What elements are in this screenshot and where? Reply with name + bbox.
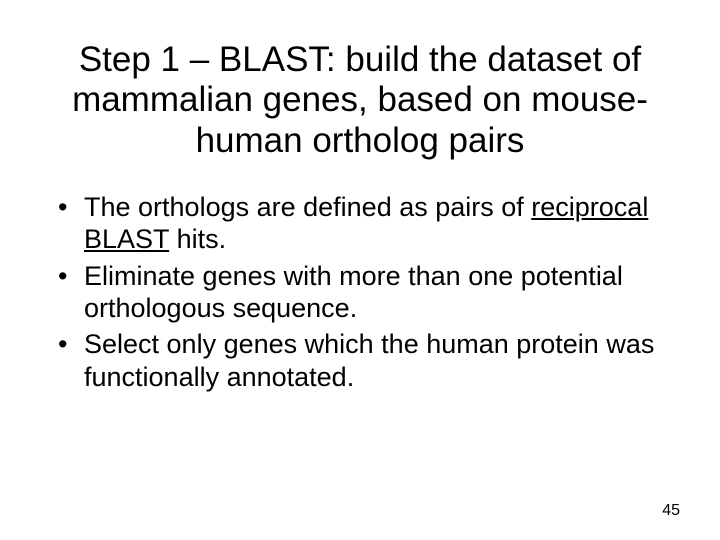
bullet-text-pre: Eliminate genes with more than one poten… xyxy=(84,261,623,323)
bullet-list: The orthologs are defined as pairs of re… xyxy=(50,191,670,393)
slide: Step 1 – BLAST: build the dataset of mam… xyxy=(0,0,720,540)
page-number: 45 xyxy=(662,502,680,520)
list-item: Eliminate genes with more than one poten… xyxy=(58,260,670,325)
bullet-text-post: hits. xyxy=(169,224,226,254)
bullet-text-pre: Select only genes which the human protei… xyxy=(84,329,654,391)
slide-title: Step 1 – BLAST: build the dataset of mam… xyxy=(50,40,670,161)
bullet-text-pre: The orthologs are defined as pairs of xyxy=(84,192,531,222)
list-item: Select only genes which the human protei… xyxy=(58,328,670,393)
list-item: The orthologs are defined as pairs of re… xyxy=(58,191,670,256)
